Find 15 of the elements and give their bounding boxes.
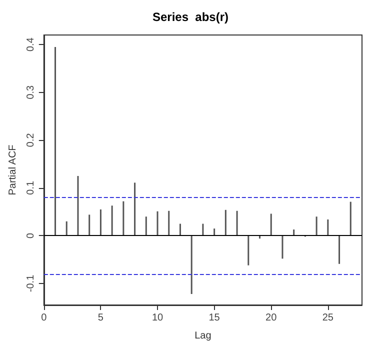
y-axis-title: Partial ACF [8,144,18,196]
x-tick-label: 20 [266,312,278,324]
x-tick-label: 15 [208,312,220,324]
y-tick-label: 0.3 [25,84,36,100]
x-tick-label: 5 [98,312,104,324]
x-tick-label: 0 [41,312,48,324]
x-tick-label: 25 [322,312,334,324]
y-tick-label: 0.1 [25,180,36,195]
x-axis-title: Lag [194,330,212,342]
y-tick-label: 0.4 [25,37,36,52]
chart-title: Series abs(r) [152,10,229,24]
y-tick-label: 0.2 [25,132,36,148]
y-tick-label: 0 [25,232,36,238]
y-tick-label: -0.1 [25,274,36,292]
x-tick-label: 10 [152,312,164,324]
